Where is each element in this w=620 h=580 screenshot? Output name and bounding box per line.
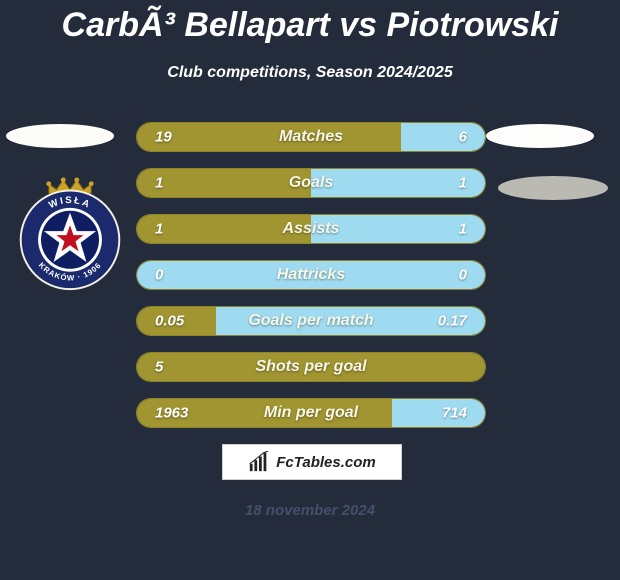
subtitle: Club competitions, Season 2024/2025 bbox=[0, 64, 620, 82]
stat-bar: 11Assists bbox=[136, 214, 486, 244]
footer-text: FcTables.com bbox=[276, 454, 375, 471]
stat-bar: 196Matches bbox=[136, 122, 486, 152]
stat-name: Goals bbox=[137, 174, 485, 192]
page-title: CarbÃ³ Bellapart vs Piotrowski bbox=[0, 6, 620, 45]
stat-bar: 00Hattricks bbox=[136, 260, 486, 290]
comparison-infographic: CarbÃ³ Bellapart vs Piotrowski Club comp… bbox=[0, 0, 620, 580]
stat-name: Matches bbox=[137, 128, 485, 146]
stat-bar: 1963714Min per goal bbox=[136, 398, 486, 428]
stat-name: Hattricks bbox=[137, 266, 485, 284]
stat-name: Goals per match bbox=[137, 312, 485, 330]
stat-name: Shots per goal bbox=[137, 358, 485, 376]
stat-bar: 0.050.17Goals per match bbox=[136, 306, 486, 336]
fctables-logo-icon bbox=[248, 451, 270, 473]
fctables-footer: FcTables.com bbox=[222, 444, 402, 480]
decor-ellipse bbox=[486, 124, 594, 148]
stat-name: Assists bbox=[137, 220, 485, 238]
club-badge-icon: WISŁA KRAKÓW · 1906 bbox=[12, 176, 128, 292]
stat-name: Min per goal bbox=[137, 404, 485, 422]
stat-bar: 11Goals bbox=[136, 168, 486, 198]
decor-ellipse bbox=[6, 124, 114, 148]
decor-ellipse bbox=[498, 176, 608, 200]
stat-bar: 5Shots per goal bbox=[136, 352, 486, 382]
date-text: 18 november 2024 bbox=[0, 502, 620, 519]
